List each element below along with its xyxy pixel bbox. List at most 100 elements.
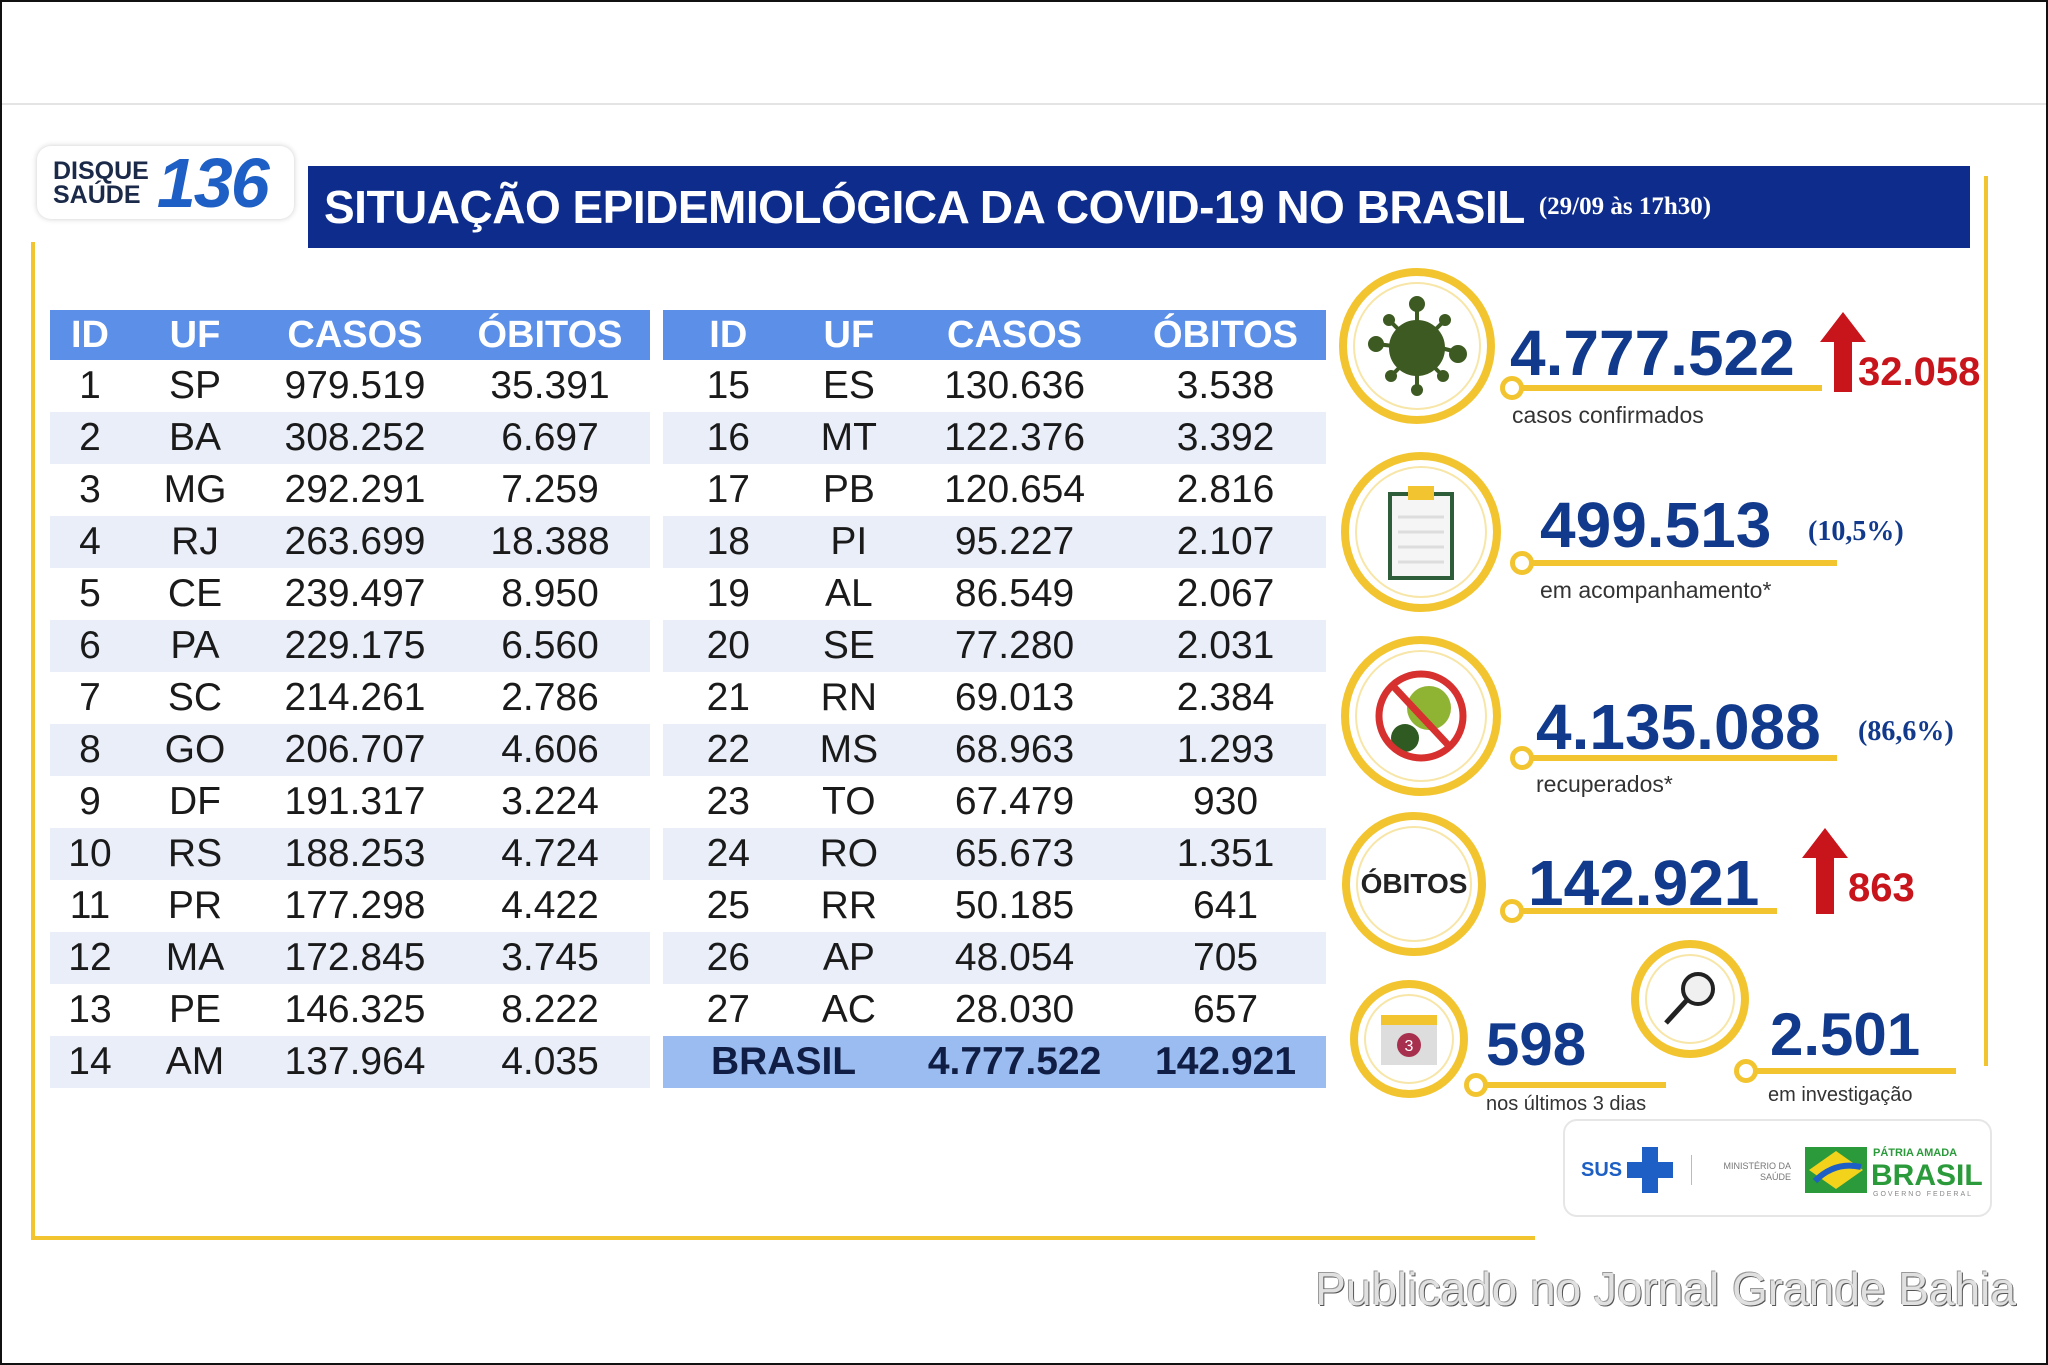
table-cell: 122.376 [904,412,1126,464]
table-cell: RR [820,884,877,927]
table-cell: 177.298 [284,884,426,927]
line-dot [1500,899,1524,923]
divider [2,103,2046,105]
disque-saude-badge: DISQUE SAÚDE 136 [37,144,294,222]
table-cell: RO [793,828,905,880]
frame-line-left [31,242,35,1240]
column-header: UF [130,310,260,360]
line-dot [1510,746,1534,770]
table-cell: 19 [706,572,750,615]
table-row: 26 AP 48.054 705 [663,932,1326,984]
table-row: 18 PI 95.227 2.107 [663,516,1326,568]
table-cell: 65.673 [904,828,1126,880]
table-row: 3 MG 292.291 7.259 [50,464,650,516]
gov-text: GOVERNO FEDERAL [1873,1191,1974,1198]
clipboard-icon [1388,486,1454,580]
table-row: 1 SP 979.519 35.391 [50,360,650,412]
table-row: 19 AL 86.549 2.067 [663,568,1326,620]
table-cell: 20 [663,620,794,672]
table-cell: 4.035 [450,1036,650,1088]
table-cell: RJ [130,516,260,568]
table-cell: BA [130,412,260,464]
table-cell: 8.950 [501,572,599,615]
watermark: Publicado no Jornal Grande Bahia [1315,1263,2016,1315]
total-obitos: 142.921 [1125,1036,1326,1088]
last3-circle: 3 [1350,980,1468,1098]
table-cell: 2.067 [1176,572,1275,615]
increase-arrow-icon [1820,312,1866,392]
states-table-right: ID UF CASOS ÓBITOS 15 ES 130.636 3.538 16 MT 122.3… [663,310,1326,1088]
table-cell: RS [130,828,260,880]
table-cell: PE [168,988,222,1031]
frame-line-right [1984,176,1988,1066]
column-header: ÓBITOS [450,310,650,360]
column-header: CASOS [260,310,450,360]
last3-underline [1476,1082,1666,1088]
recovered-label: recuperados* [1536,771,1673,797]
table-cell: 22 [663,724,794,776]
table-cell: 641 [1193,884,1259,927]
table-cell: 172.845 [260,932,450,984]
recovered-underline [1522,755,1837,761]
government-logos: SUS MINISTÉRIO DA SAÚDE PÁTRIA AMADA BRA… [1563,1119,1992,1217]
table-cell: 6 [50,620,130,672]
table-cell: PA [130,620,260,672]
total-label: BRASIL [663,1036,905,1088]
calendar-icon: 3 [1381,1015,1437,1065]
table-row: 27 AC 28.030 657 [663,984,1326,1036]
monitoring-value: 499.513 [1540,489,1772,561]
report-date: (29/09 às 17h30) [1538,193,1712,220]
deaths-value: 142.921 [1528,847,1760,919]
table-cell: 67.479 [954,780,1075,823]
column-header: CASOS [904,310,1126,360]
last3-value: 598 [1486,1011,1587,1078]
table-cell: 48.054 [904,932,1126,984]
table-cell: DF [169,780,221,823]
table-row: 14 AM 137.964 4.035 [50,1036,650,1088]
table-cell: 8 [50,724,130,776]
table-cell: SC [167,676,223,719]
table-cell: 2.384 [1176,676,1275,719]
table-cell: 3.392 [1125,412,1326,464]
table-cell: 17 [706,468,750,511]
recovered-circle [1341,636,1501,796]
table-row: 23 TO 67.479 930 [663,776,1326,828]
table-cell: 1.351 [1125,828,1326,880]
table-cell: TO [822,780,876,823]
column-header: UF [793,310,905,360]
line-dot [1510,551,1534,575]
table-cell: 4.422 [501,884,599,927]
table-cell: 69.013 [954,676,1075,719]
table-cell: PR [167,884,223,927]
table-cell: 188.253 [260,828,450,880]
column-header: ÓBITOS [1125,310,1326,360]
table-row: 16 MT 122.376 3.392 [663,412,1326,464]
table-cell: 7.259 [501,468,599,511]
table-row: 13 PE 146.325 8.222 [50,984,650,1036]
frame-line-bottom [31,1236,1535,1240]
sus-cross-icon [1627,1147,1673,1193]
table-cell: 308.252 [260,412,450,464]
table-header: ID UF CASOS ÓBITOS [663,310,1326,360]
logo-divider [1691,1155,1692,1185]
table-cell: 7 [79,676,101,719]
table-cell: 9 [79,780,101,823]
table-cell: 18 [663,516,794,568]
table-cell: 2.107 [1125,516,1326,568]
table-cell: 23 [706,780,750,823]
table-cell: SE [793,620,905,672]
table-cell: 979.519 [284,364,426,407]
table-cell: MA [130,932,260,984]
table-cell: 146.325 [284,988,426,1031]
monitoring-underline [1522,560,1837,566]
table-cell: PI [793,516,905,568]
table-cell: 6.697 [450,412,650,464]
line-dot [1734,1059,1758,1083]
sus-logo-text: SUS [1581,1159,1623,1181]
table-cell: 68.963 [904,724,1126,776]
table-cell: 13 [68,988,112,1031]
table-cell: 214.261 [284,676,426,719]
table-cell: 705 [1125,932,1326,984]
table-cell: 120.654 [944,468,1086,511]
table-cell: 25 [706,884,750,927]
